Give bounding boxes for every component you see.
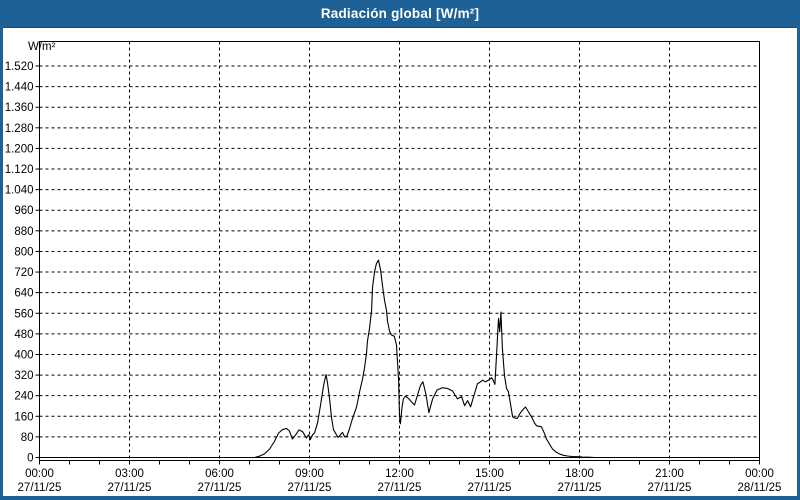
y-tick-label: 1.440 bbox=[5, 82, 34, 94]
y-tick-label: 1.280 bbox=[5, 123, 34, 135]
y-tick-label: 1.040 bbox=[5, 185, 34, 197]
x-tick-date: 27/11/25 bbox=[108, 482, 152, 494]
y-tick-label: 880 bbox=[14, 226, 33, 238]
x-tick-time: 00:00 bbox=[745, 468, 774, 480]
y-tick-label: 1.120 bbox=[5, 164, 34, 176]
x-tick-time: 00:00 bbox=[25, 468, 54, 480]
y-tick-label: 560 bbox=[14, 308, 33, 320]
x-tick-date: 27/11/25 bbox=[18, 482, 62, 494]
v-gridlines bbox=[129, 41, 670, 461]
window-title-bar: Radiación global [W/m²] bbox=[3, 0, 797, 28]
y-axis-labels: 0 80 160 240 320 400 480 560 640 720 800 880 960 1.04… bbox=[5, 61, 34, 465]
y-tick-label: 240 bbox=[14, 391, 33, 403]
y-tick-label: 400 bbox=[14, 349, 33, 361]
y-tick-label: 480 bbox=[14, 329, 33, 341]
x-tick-time: 15:00 bbox=[475, 468, 504, 480]
x-tick-date: 27/11/25 bbox=[558, 482, 602, 494]
y-tick-label: 0 bbox=[27, 453, 33, 465]
y-tick-label: 1.200 bbox=[5, 143, 34, 155]
x-minor-ticks bbox=[39, 460, 760, 465]
x-tick-date: 27/11/25 bbox=[468, 482, 512, 494]
x-tick-time: 18:00 bbox=[565, 468, 594, 480]
y-tick-label: 1.360 bbox=[5, 102, 34, 114]
x-tick-date: 27/11/25 bbox=[378, 482, 422, 494]
y-tick-label: 640 bbox=[14, 288, 33, 300]
x-tick-time: 21:00 bbox=[655, 468, 684, 480]
window-title: Radiación global [W/m²] bbox=[320, 6, 480, 21]
x-tick-date: 27/11/25 bbox=[288, 482, 332, 494]
radiation-series-line bbox=[39, 259, 760, 459]
y-tick-label: 320 bbox=[14, 370, 33, 382]
x-tick-time: 06:00 bbox=[205, 468, 234, 480]
x-tick-date: 27/11/25 bbox=[198, 482, 242, 494]
x-tick-time: 12:00 bbox=[385, 468, 414, 480]
y-tick-label: 960 bbox=[14, 205, 33, 217]
x-tick-date: 27/11/25 bbox=[648, 482, 692, 494]
y-tick-label: 80 bbox=[21, 432, 34, 444]
y-tick-label: 160 bbox=[14, 411, 33, 423]
y-tick-label: 800 bbox=[14, 246, 33, 258]
y-tick-label: 720 bbox=[14, 267, 33, 279]
x-tick-date: 28/11/25 bbox=[738, 482, 782, 494]
y-tick-label: 1.520 bbox=[5, 61, 34, 73]
x-tick-time: 09:00 bbox=[295, 468, 324, 480]
y-axis-unit-label: W/m² bbox=[28, 41, 56, 53]
x-tick-time: 03:00 bbox=[115, 468, 144, 480]
x-axis-labels: 00:00 27/11/25 03:00 27/11/25 06:00 27/11/25 0… bbox=[18, 468, 782, 494]
